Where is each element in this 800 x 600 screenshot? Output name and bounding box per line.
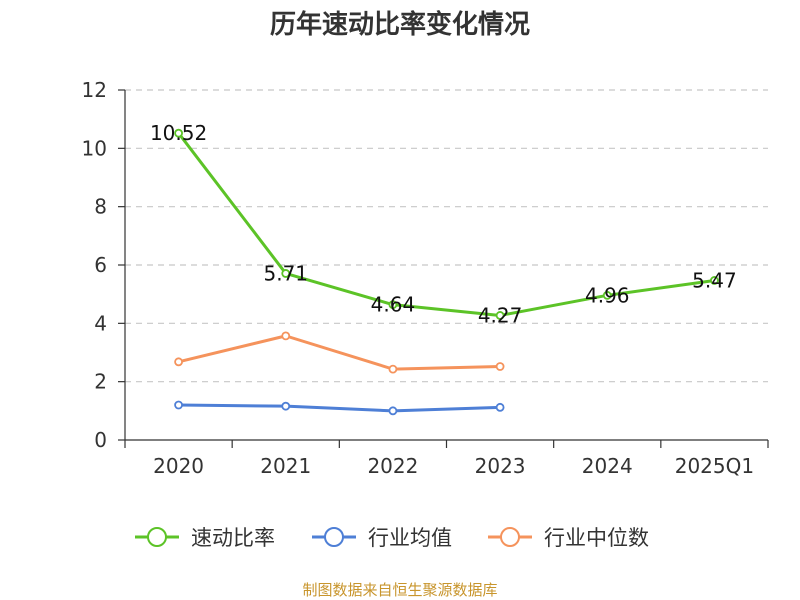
data-point[interactable] [495, 402, 505, 412]
data-label: 10.52 [150, 121, 207, 145]
legend-label: 行业均值 [368, 526, 452, 550]
y-tick-label: 6 [94, 253, 107, 277]
series-group [174, 128, 719, 416]
data-point[interactable] [174, 128, 183, 138]
legend-marker-icon [147, 527, 167, 547]
y-tick-label: 12 [82, 78, 107, 102]
legend-marker-icon [500, 527, 520, 547]
legend-marker-icon [324, 527, 344, 547]
legend[interactable]: 速动比率 行业均值 行业中位数 [135, 526, 649, 550]
legend-item-1[interactable]: 行业均值 [312, 526, 452, 550]
data-point[interactable] [281, 331, 291, 341]
data-point[interactable] [281, 269, 291, 278]
data-point[interactable] [174, 357, 183, 367]
legend-item-0[interactable]: 速动比率 [135, 526, 275, 550]
data-point[interactable] [495, 362, 505, 371]
y-tick-label: 2 [94, 370, 107, 394]
data-label: 4.27 [478, 303, 523, 327]
y-tick-label: 4 [94, 311, 107, 335]
x-tick-label: 2024 [582, 454, 633, 478]
series-line-0 [177, 132, 715, 317]
data-point[interactable] [388, 406, 398, 416]
data-point[interactable] [388, 300, 398, 310]
x-tick-label: 2020 [153, 454, 204, 478]
y-tick-label: 8 [94, 195, 107, 219]
legend-item-2[interactable]: 行业中位数 [488, 526, 649, 550]
data-point[interactable] [710, 276, 719, 285]
series-line-2 [178, 334, 501, 371]
source-note: 制图数据来自恒生聚源数据库 [302, 581, 497, 599]
chart-title: 历年速动比率变化情况 [270, 9, 530, 40]
x-tick-label: 2022 [367, 454, 418, 478]
x-tick-label: 2023 [475, 454, 526, 478]
y-tick-label: 10 [82, 136, 107, 160]
data-point[interactable] [174, 400, 183, 410]
x-tick-label: 2025Q1 [675, 454, 754, 478]
series-line-1 [178, 403, 501, 413]
data-point[interactable] [495, 311, 505, 320]
data-labels: 10.52 5.71 4.64 4.27 4.96 5.47 [150, 121, 737, 327]
data-point[interactable] [281, 401, 291, 411]
legend-label: 行业中位数 [544, 526, 649, 550]
y-tick-label: 0 [94, 428, 107, 452]
x-tick-label: 2021 [260, 454, 311, 478]
grid-lines [125, 89, 768, 383]
data-point[interactable] [388, 364, 398, 374]
data-label: 5.47 [692, 268, 737, 292]
data-label: 4.64 [371, 293, 416, 317]
axes: 0 2 4 6 8 10 12 2020 2021 2022 2023 2024 2025Q1 [82, 78, 769, 478]
legend-label: 速动比率 [191, 526, 275, 550]
data-label: 4.96 [585, 283, 630, 307]
data-label: 5.71 [263, 261, 308, 285]
data-point[interactable] [602, 290, 612, 300]
